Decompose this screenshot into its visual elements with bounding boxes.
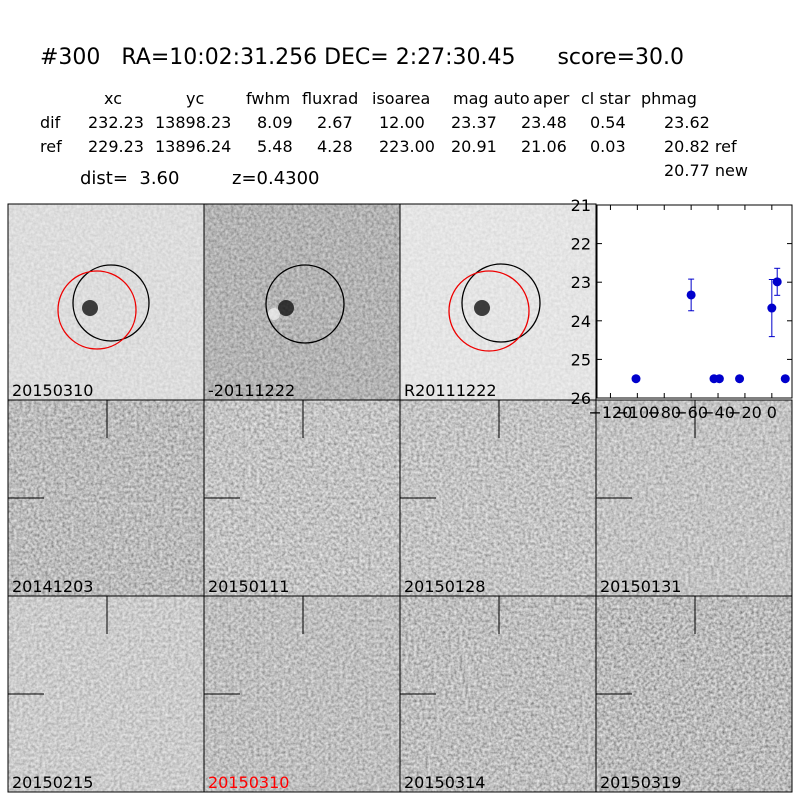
column-header: xc (104, 89, 122, 108)
point (772, 277, 782, 287)
point (780, 374, 790, 384)
column-header: isoarea (372, 89, 430, 108)
aperture (72, 264, 150, 342)
column-header: fluxrad (302, 89, 358, 108)
aperture (57, 270, 137, 350)
cell: 0.03 (590, 137, 626, 156)
aperture (448, 270, 530, 352)
plot-frame (596, 204, 793, 399)
x-tick-label: −120 (588, 403, 632, 422)
stamp-frame (595, 595, 793, 793)
cell: 229.23 (88, 137, 144, 156)
y-tick-label: 23 (571, 273, 591, 292)
stamp-label: 20150131 (600, 577, 681, 596)
stamp-image (400, 204, 596, 400)
cell: 23.62 (664, 113, 710, 132)
stamp-label: -20111222 (208, 381, 295, 400)
stamp-label: 20141203 (12, 577, 93, 596)
x-tick-label: −20 (728, 403, 762, 422)
point (631, 374, 641, 384)
x-tick-label: −60 (674, 403, 708, 422)
cell: 12.00 (379, 113, 425, 132)
cell: 21.06 (521, 137, 567, 156)
column-header: cl star (581, 89, 631, 108)
stamp-label: 20150319 (600, 773, 681, 792)
cell: 20.91 (451, 137, 497, 156)
aperture (265, 264, 345, 344)
cell: 232.23 (88, 113, 144, 132)
y-tick-label: 25 (571, 350, 591, 369)
dist: dist= 3.60 (80, 168, 179, 189)
cell: 0.54 (590, 113, 626, 132)
x-tick-label: −80 (647, 403, 681, 422)
source-blob (82, 300, 98, 316)
cell: 5.48 (257, 137, 293, 156)
source-blob (268, 308, 280, 320)
cell: 13898.23 (155, 113, 231, 132)
source-blob (278, 300, 294, 316)
row-label: dif (40, 113, 61, 132)
column-header: mag auto (453, 89, 530, 108)
cell: 23.48 (521, 113, 567, 132)
source-blob (474, 300, 490, 316)
stamp-label: 20150310 (208, 773, 289, 792)
x-tick-label: 0 (767, 403, 777, 422)
point (714, 374, 724, 384)
cell: 20.82 ref (664, 137, 737, 156)
point (735, 374, 745, 384)
y-tick-label: 26 (571, 389, 591, 408)
stamp-image (204, 204, 400, 400)
stamps: 20150310 -20111222 R20111222 20141203 201501… (7, 203, 793, 793)
cell: 23.37 (451, 113, 497, 132)
stamp-label: 20150128 (404, 577, 485, 596)
cell: 4.28 (317, 137, 353, 156)
column-header: yc (186, 89, 204, 108)
stamp-image (8, 204, 204, 400)
stamp-label: 20150111 (208, 577, 289, 596)
cell: 13896.24 (155, 137, 231, 156)
point (767, 303, 777, 313)
y-tick-label: 22 (571, 235, 591, 254)
y-tick-label: 21 (571, 196, 591, 215)
plot-bg (597, 205, 792, 398)
stamp-label: 20150215 (12, 773, 93, 792)
cell: 2.67 (317, 113, 353, 132)
row-label: ref (40, 137, 62, 156)
cell: 223.00 (379, 137, 435, 156)
column-header: fwhm (246, 89, 290, 108)
x-tick-label: −100 (615, 403, 659, 422)
column-header: phmag (641, 89, 697, 108)
phmag-new: 20.77 new (664, 161, 748, 180)
redshift: z=0.4300 (232, 168, 320, 189)
stamp-label: 20150314 (404, 773, 485, 792)
point (686, 290, 696, 300)
title: #300 RA=10:02:31.256 DEC= 2:27:30.45 sco… (40, 45, 684, 70)
aperture (461, 263, 541, 343)
x-tick-label: −40 (701, 403, 735, 422)
column-header: aper (533, 89, 570, 108)
stamp-label: R20111222 (404, 381, 497, 400)
cell: 8.09 (257, 113, 293, 132)
y-tick-label: 24 (571, 312, 591, 331)
stamp-label: 20150310 (12, 381, 93, 400)
